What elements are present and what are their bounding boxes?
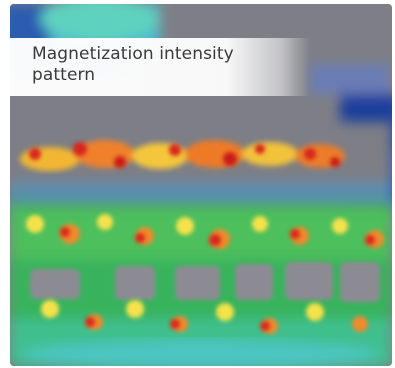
magnetization-image: Magnetization intensity pattern [10, 4, 392, 366]
caption-background [10, 38, 310, 96]
image-caption: Magnetization intensity pattern [32, 44, 234, 85]
